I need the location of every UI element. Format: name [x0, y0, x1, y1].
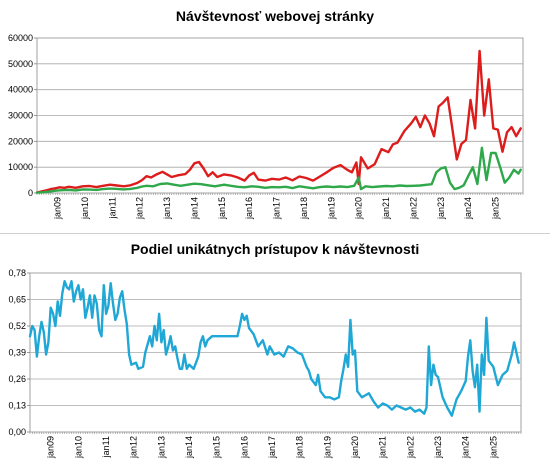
ratio-chart-panel: Podiel unikátnych prístupov k návštevnos…: [0, 235, 550, 472]
x-tick-label: jan16: [239, 436, 249, 459]
y-tick-label: 60000: [8, 33, 33, 43]
y-tick-label: 0,00: [8, 427, 26, 437]
y-tick-label: 0,78: [8, 268, 26, 278]
x-tick-label: jan19: [326, 197, 336, 220]
x-tick-label: jan16: [244, 197, 254, 220]
y-tick-label: 10000: [8, 162, 33, 172]
x-tick-label: jan19: [322, 436, 332, 459]
x-tick-label: jan24: [461, 436, 471, 459]
y-tick-label: 20000: [8, 136, 33, 146]
x-tick-label: jan22: [405, 436, 415, 459]
y-tick-label: 0,39: [8, 348, 26, 358]
x-tick-label: jan23: [433, 436, 443, 459]
y-tick-label: 50000: [8, 59, 33, 69]
series-line-0: [35, 49, 522, 194]
x-tick-label: jan14: [189, 197, 199, 220]
y-tick-label: 0,26: [8, 374, 26, 384]
visits-chart: 0 10000 20000 30000 40000 50000 60000 jan09 jan1…: [8, 33, 524, 220]
x-tick-label: jan18: [299, 197, 309, 220]
x-tick-label: jan15: [212, 436, 222, 459]
x-tick-label: jan20: [350, 436, 360, 459]
x-tick-label: jan17: [267, 436, 277, 459]
x-tick-label: jan20: [354, 197, 364, 220]
x-tick-label: jan24: [463, 197, 473, 220]
y-tick-label: 0,52: [8, 321, 26, 331]
x-tick-label: jan17: [272, 197, 282, 220]
x-tick-label: jan09: [53, 197, 63, 220]
y-tick-label: 0: [28, 188, 33, 198]
x-tick-label: jan13: [162, 197, 172, 220]
y-tick-label: 40000: [8, 85, 33, 95]
x-tick-label: jan21: [378, 436, 388, 459]
ratio-chart: 0,00 0,13 0,26 0,39 0,52 0,65 0,78 jan09 jan10 ja…: [8, 268, 522, 459]
x-tick-label: jan23: [436, 197, 446, 220]
series-line-0: [28, 280, 520, 417]
x-tick-label: jan11: [107, 197, 117, 219]
x-tick-label: jan25: [488, 436, 498, 459]
x-tick-label: jan13: [156, 436, 166, 459]
x-tick-label: jan18: [295, 436, 305, 459]
x-tick-label: jan12: [129, 436, 139, 459]
x-tick-label: jan15: [217, 197, 227, 220]
y-tick-label: 0,65: [8, 295, 26, 305]
y-tick-label: 0,13: [8, 401, 26, 411]
visits-chart-title: Návštevnosť webovej stránky: [175, 8, 375, 24]
x-tick-label: jan22: [408, 197, 418, 220]
x-tick-label: jan21: [381, 197, 391, 220]
x-tick-label: jan14: [184, 436, 194, 459]
x-tick-label: jan10: [73, 436, 83, 459]
visits-chart-panel: Návštevnosť webovej stránky 0 10000 20000 3…: [0, 0, 550, 234]
x-tick-label: jan11: [101, 436, 111, 458]
series-line-1: [35, 146, 522, 194]
ratio-chart-title: Podiel unikátnych prístupov k návštevnos…: [130, 241, 420, 257]
x-tick-label: jan25: [491, 197, 501, 220]
x-tick-label: jan10: [80, 197, 90, 220]
x-tick-label: jan09: [46, 436, 56, 459]
y-tick-label: 30000: [8, 111, 33, 121]
x-tick-label: jan12: [135, 197, 145, 220]
